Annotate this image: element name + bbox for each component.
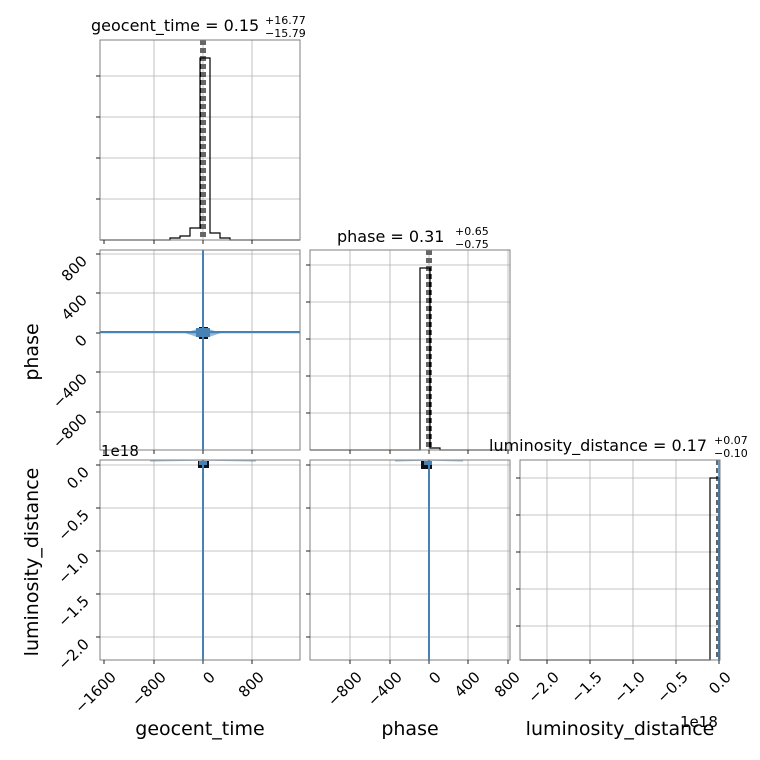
xtick-gt-0: 0 — [199, 668, 218, 687]
xtick-ld-m20: −2.0 — [524, 668, 562, 706]
title-luminosity-distance: luminosity_distance = 0.17 — [489, 436, 707, 456]
ytick-ld-m15: −1.5 — [54, 592, 92, 630]
title-phase-minus: −0.75 — [455, 238, 489, 251]
ytick-ld-m10: −1.0 — [54, 549, 92, 587]
title-phase-plus: +0.65 — [455, 225, 489, 238]
xtick-ld-0: 0.0 — [705, 668, 735, 698]
ytick-phase-m800: −800 — [49, 410, 91, 452]
xtick-gt-800: 800 — [235, 668, 268, 701]
panel-lumdist-vs-phase: −800 −400 0 400 800 phase — [306, 459, 524, 740]
xtick-phase-m400: −400 — [364, 668, 406, 710]
panel-phase-hist: phase = 0.31 +0.65 −0.75 — [306, 225, 511, 454]
ytick-phase-800: 800 — [58, 252, 91, 285]
title-lumdist-plus: +0.07 — [714, 434, 748, 447]
xtick-gt-m1600: −1600 — [71, 668, 120, 717]
panel-geocent-time-hist: geocent_time = 0.15 +16.77 −15.79 — [91, 14, 306, 244]
offset-text-ld-y: 1e18 — [101, 442, 139, 460]
xtick-phase-m800: −800 — [324, 668, 366, 710]
ylabel-phase: phase — [21, 323, 43, 380]
xlabel-geocent-time: geocent_time — [135, 718, 264, 740]
offset-text-ld-x: 1e18 — [680, 713, 718, 731]
panel-lumdist-hist: luminosity_distance = 0.17 +0.07 −0.10 −… — [489, 434, 748, 740]
histogram-phase — [310, 267, 510, 451]
ytick-ld-m05: −0.5 — [54, 506, 92, 544]
ylabel-luminosity-distance: luminosity_distance — [21, 468, 43, 657]
ytick-ld-0: 0.0 — [63, 463, 93, 493]
xtick-phase-800: 800 — [491, 668, 524, 701]
histogram-luminosity-distance — [520, 477, 720, 661]
title-geocent-time-plus: +16.77 — [265, 14, 306, 27]
xtick-phase-400: 400 — [451, 668, 484, 701]
xlabel-luminosity-distance: luminosity_distance — [526, 718, 715, 740]
xtick-phase-0: 0 — [425, 668, 444, 687]
panel-phase-vs-geocent-time: 800 400 0 −400 −800 phase — [21, 249, 301, 454]
xlabel-phase: phase — [381, 718, 438, 740]
title-geocent-time: geocent_time = 0.15 — [91, 16, 259, 36]
title-geocent-time-minus: −15.79 — [265, 27, 306, 40]
title-lumdist-minus: −0.10 — [714, 447, 748, 460]
panel-lumdist-vs-geocent-time: 0.0 −0.5 −1.0 −1.5 −2.0 1e18 luminosity_… — [21, 442, 301, 740]
ytick-ld-m20: −2.0 — [54, 635, 92, 673]
ytick-phase-0: 0 — [71, 331, 90, 350]
histogram-geocent-time — [100, 57, 300, 241]
ytick-phase-400: 400 — [58, 291, 91, 324]
title-phase: phase = 0.31 — [337, 227, 444, 246]
xtick-ld-m05: −0.5 — [653, 668, 691, 706]
xtick-ld-m10: −1.0 — [610, 668, 648, 706]
xtick-gt-m800: −800 — [128, 668, 170, 710]
ytick-phase-m400: −400 — [49, 370, 91, 412]
xtick-ld-m15: −1.5 — [567, 668, 605, 706]
